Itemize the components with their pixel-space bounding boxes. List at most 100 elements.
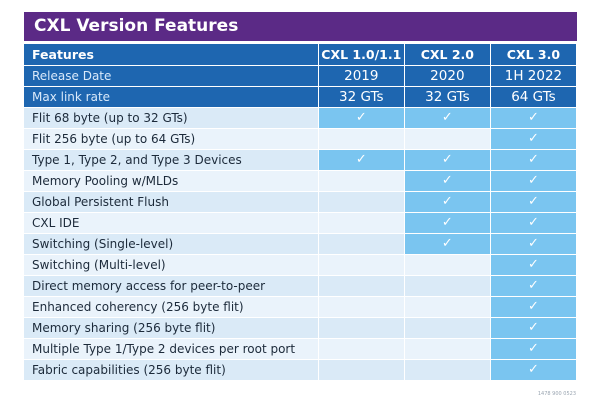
checkmark-icon: ✓	[527, 320, 539, 335]
checkmark-icon: ✓	[441, 215, 453, 230]
unsupported-cell	[404, 359, 491, 381]
unsupported-cell	[404, 296, 491, 318]
supported-cell: ✓	[490, 296, 578, 318]
feature-label: Switching (Single-level)	[24, 233, 319, 255]
unsupported-cell	[404, 275, 491, 297]
row-label: Release Date	[24, 65, 319, 87]
feature-row: Flit 68 byte (up to 32 GTs) ✓ ✓ ✓	[24, 107, 578, 129]
supported-cell: ✓	[318, 149, 405, 171]
feature-label: Memory sharing (256 byte flit)	[24, 317, 319, 339]
feature-row: Type 1, Type 2, and Type 3 Devices ✓ ✓ ✓	[24, 149, 578, 171]
supported-cell: ✓	[490, 317, 578, 339]
version-column-header: CXL 1.0/1.1	[318, 44, 405, 66]
feature-row: Memory sharing (256 byte flit) ✓	[24, 317, 578, 339]
checkmark-icon: ✓	[527, 278, 539, 293]
release-date-value: 2019	[318, 65, 405, 87]
unsupported-cell	[404, 254, 491, 276]
feature-table: Features CXL 1.0/1.1 CXL 2.0 CXL 3.0 Rel…	[24, 44, 578, 381]
feature-row: Memory Pooling w/MLDs ✓ ✓	[24, 170, 578, 192]
unsupported-cell	[318, 212, 405, 234]
unsupported-cell	[318, 317, 405, 339]
unsupported-cell	[404, 338, 491, 360]
checkmark-icon: ✓	[527, 152, 539, 167]
checkmark-icon: ✓	[527, 173, 539, 188]
release-date-row: Release Date 2019 2020 1H 2022	[24, 65, 578, 87]
feature-label: Global Persistent Flush	[24, 191, 319, 213]
feature-label: Direct memory access for peer-to-peer	[24, 275, 319, 297]
checkmark-icon: ✓	[441, 110, 453, 125]
supported-cell: ✓	[404, 191, 491, 213]
feature-row: Enhanced coherency (256 byte flit) ✓	[24, 296, 578, 318]
supported-cell: ✓	[490, 191, 578, 213]
supported-cell: ✓	[490, 128, 578, 150]
unsupported-cell	[318, 128, 405, 150]
checkmark-icon: ✓	[527, 194, 539, 209]
feature-row: Flit 256 byte (up to 64 GTs) ✓	[24, 128, 578, 150]
feature-label: CXL IDE	[24, 212, 319, 234]
feature-row: Switching (Single-level) ✓ ✓	[24, 233, 578, 255]
feature-row: Direct memory access for peer-to-peer ✓	[24, 275, 578, 297]
unsupported-cell	[318, 338, 405, 360]
feature-row: Fabric capabilities (256 byte flit) ✓	[24, 359, 578, 381]
version-column-header: CXL 2.0	[404, 44, 491, 66]
checkmark-icon: ✓	[441, 173, 453, 188]
unsupported-cell	[318, 170, 405, 192]
supported-cell: ✓	[490, 233, 578, 255]
features-column-header: Features	[24, 44, 319, 66]
checkmark-icon: ✓	[527, 299, 539, 314]
header-row: Features CXL 1.0/1.1 CXL 2.0 CXL 3.0	[24, 44, 578, 66]
version-column-header: CXL 3.0	[490, 44, 578, 66]
feature-row: Multiple Type 1/Type 2 devices per root …	[24, 338, 578, 360]
supported-cell: ✓	[490, 338, 578, 360]
supported-cell: ✓	[404, 212, 491, 234]
unsupported-cell	[318, 254, 405, 276]
table-body: Release Date 2019 2020 1H 2022 Max link …	[24, 65, 578, 381]
table-title: CXL Version Features	[24, 12, 577, 41]
checkmark-icon: ✓	[441, 152, 453, 167]
supported-cell: ✓	[318, 107, 405, 129]
unsupported-cell	[318, 359, 405, 381]
feature-label: Multiple Type 1/Type 2 devices per root …	[24, 338, 319, 360]
supported-cell: ✓	[490, 170, 578, 192]
feature-row: Switching (Multi-level) ✓	[24, 254, 578, 276]
checkmark-icon: ✓	[527, 131, 539, 146]
checkmark-icon: ✓	[527, 236, 539, 251]
feature-label: Memory Pooling w/MLDs	[24, 170, 319, 192]
supported-cell: ✓	[404, 170, 491, 192]
link-rate-value: 64 GTs	[490, 86, 578, 108]
unsupported-cell	[318, 296, 405, 318]
unsupported-cell	[318, 233, 405, 255]
unsupported-cell	[404, 317, 491, 339]
release-date-value: 2020	[404, 65, 491, 87]
feature-row: CXL IDE ✓ ✓	[24, 212, 578, 234]
supported-cell: ✓	[404, 233, 491, 255]
release-date-value: 1H 2022	[490, 65, 578, 87]
checkmark-icon: ✓	[527, 257, 539, 272]
unsupported-cell	[404, 128, 491, 150]
feature-label: Type 1, Type 2, and Type 3 Devices	[24, 149, 319, 171]
checkmark-icon: ✓	[527, 341, 539, 356]
supported-cell: ✓	[404, 107, 491, 129]
supported-cell: ✓	[404, 149, 491, 171]
unsupported-cell	[318, 191, 405, 213]
feature-label: Enhanced coherency (256 byte flit)	[24, 296, 319, 318]
feature-label: Flit 256 byte (up to 64 GTs)	[24, 128, 319, 150]
supported-cell: ✓	[490, 107, 578, 129]
checkmark-icon: ✓	[527, 362, 539, 377]
link-rate-value: 32 GTs	[318, 86, 405, 108]
feature-row: Global Persistent Flush ✓ ✓	[24, 191, 578, 213]
supported-cell: ✓	[490, 359, 578, 381]
supported-cell: ✓	[490, 254, 578, 276]
supported-cell: ✓	[490, 149, 578, 171]
feature-label: Flit 68 byte (up to 32 GTs)	[24, 107, 319, 129]
row-label: Max link rate	[24, 86, 319, 108]
supported-cell: ✓	[490, 275, 578, 297]
supported-cell: ✓	[490, 212, 578, 234]
feature-label: Switching (Multi-level)	[24, 254, 319, 276]
feature-label: Fabric capabilities (256 byte flit)	[24, 359, 319, 381]
checkmark-icon: ✓	[527, 110, 539, 125]
checkmark-icon: ✓	[527, 215, 539, 230]
checkmark-icon: ✓	[441, 194, 453, 209]
checkmark-icon: ✓	[441, 236, 453, 251]
footnote-code: 1478 900 0523	[537, 391, 576, 397]
